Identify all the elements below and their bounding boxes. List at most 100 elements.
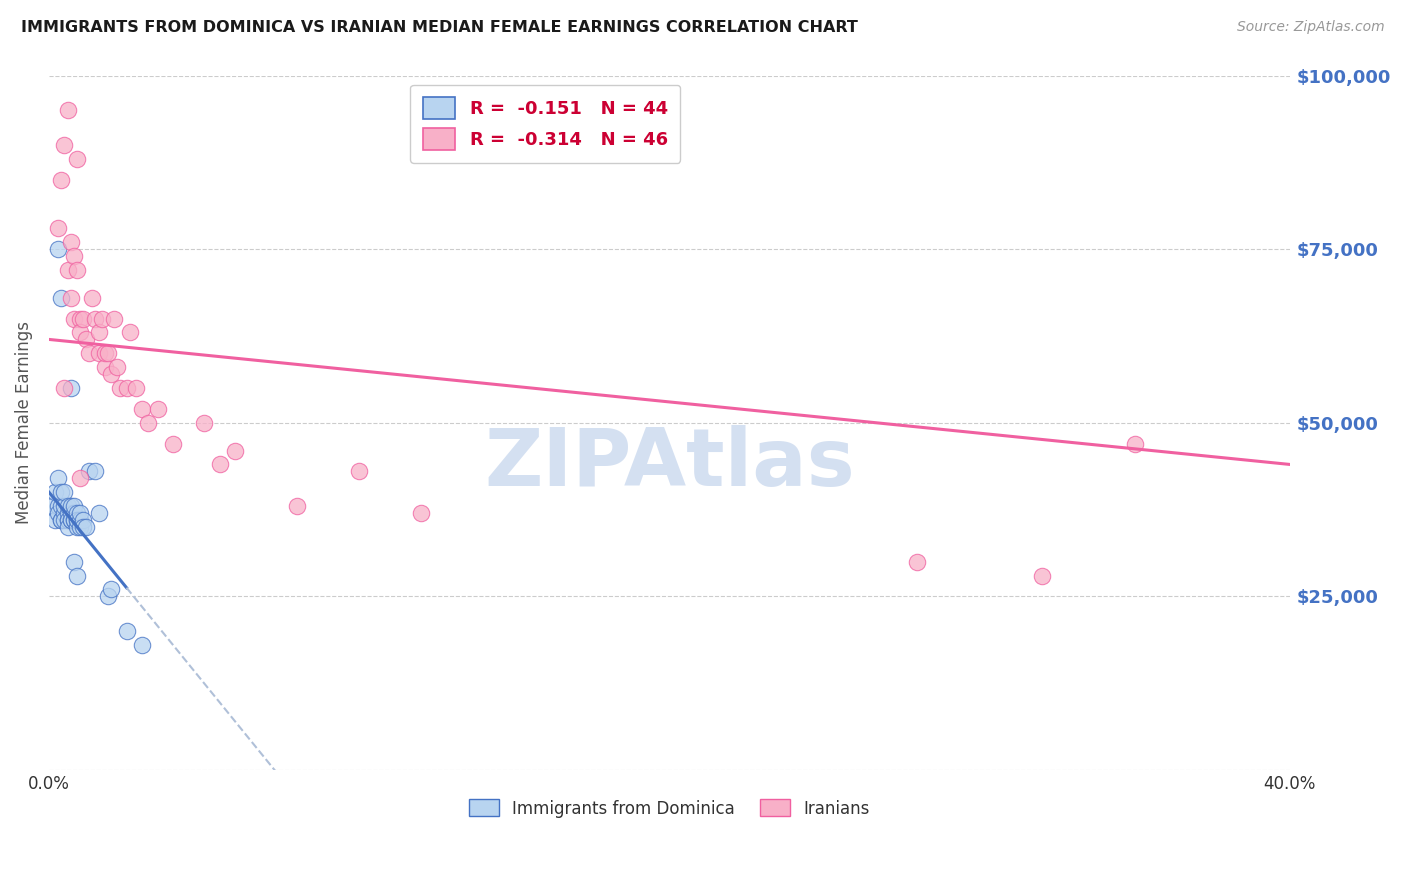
Point <box>53 138 76 153</box>
Point <box>62 249 84 263</box>
Point <box>62 555 84 569</box>
Point <box>87 326 110 340</box>
Point <box>82 291 104 305</box>
Point <box>103 311 125 326</box>
Point <box>87 506 110 520</box>
Point <box>66 513 89 527</box>
Text: ZIPAtlas: ZIPAtlas <box>484 425 855 503</box>
Point <box>84 464 107 478</box>
Point <box>97 346 120 360</box>
Point <box>90 311 112 326</box>
Point <box>118 326 141 340</box>
Point <box>411 506 433 520</box>
Point <box>53 499 76 513</box>
Point <box>66 506 89 520</box>
Legend: Immigrants from Dominica, Iranians: Immigrants from Dominica, Iranians <box>463 793 876 824</box>
Point <box>59 513 82 527</box>
Point <box>131 401 153 416</box>
Point <box>51 513 73 527</box>
Y-axis label: Median Female Earnings: Median Female Earnings <box>15 321 32 524</box>
Point <box>66 520 89 534</box>
Point <box>69 506 91 520</box>
Point <box>62 506 84 520</box>
Point <box>56 499 79 513</box>
Point <box>46 471 69 485</box>
Point <box>110 381 132 395</box>
Point <box>56 263 79 277</box>
Point <box>136 416 159 430</box>
Point <box>59 381 82 395</box>
Point <box>87 346 110 360</box>
Point <box>56 513 79 527</box>
Point <box>51 499 73 513</box>
Point <box>59 291 82 305</box>
Point <box>59 499 82 513</box>
Point <box>162 436 184 450</box>
Point <box>51 291 73 305</box>
Point <box>97 590 120 604</box>
Point <box>46 242 69 256</box>
Point <box>285 499 308 513</box>
Point <box>44 513 66 527</box>
Point <box>56 520 79 534</box>
Point <box>62 311 84 326</box>
Point <box>146 401 169 416</box>
Point <box>53 513 76 527</box>
Point <box>53 381 76 395</box>
Point <box>100 367 122 381</box>
Point <box>347 464 370 478</box>
Point <box>100 582 122 597</box>
Point <box>46 499 69 513</box>
Point <box>66 513 89 527</box>
Point <box>1031 568 1053 582</box>
Point <box>66 152 89 166</box>
Point <box>115 624 138 639</box>
Point <box>46 506 69 520</box>
Point <box>193 416 215 430</box>
Point <box>53 485 76 500</box>
Point <box>131 638 153 652</box>
Point <box>51 485 73 500</box>
Point <box>94 360 117 375</box>
Point <box>907 555 929 569</box>
Point <box>51 172 73 186</box>
Point <box>66 263 89 277</box>
Point <box>56 513 79 527</box>
Point <box>69 311 91 326</box>
Point <box>69 520 91 534</box>
Point <box>69 513 91 527</box>
Point <box>66 568 89 582</box>
Point <box>84 311 107 326</box>
Point <box>56 506 79 520</box>
Point <box>75 520 97 534</box>
Point <box>69 471 91 485</box>
Point <box>56 103 79 118</box>
Text: IMMIGRANTS FROM DOMINICA VS IRANIAN MEDIAN FEMALE EARNINGS CORRELATION CHART: IMMIGRANTS FROM DOMINICA VS IRANIAN MEDI… <box>21 20 858 35</box>
Point <box>94 346 117 360</box>
Point <box>62 513 84 527</box>
Point <box>72 520 94 534</box>
Point <box>208 458 231 472</box>
Point <box>75 333 97 347</box>
Point <box>125 381 148 395</box>
Point <box>53 506 76 520</box>
Point <box>62 499 84 513</box>
Point <box>59 506 82 520</box>
Point <box>224 443 246 458</box>
Point <box>69 326 91 340</box>
Point <box>59 235 82 250</box>
Point <box>1123 436 1146 450</box>
Point <box>79 346 101 360</box>
Point <box>72 513 94 527</box>
Point <box>51 513 73 527</box>
Point <box>62 513 84 527</box>
Text: Source: ZipAtlas.com: Source: ZipAtlas.com <box>1237 20 1385 34</box>
Point <box>72 311 94 326</box>
Point <box>105 360 128 375</box>
Point <box>44 485 66 500</box>
Point <box>115 381 138 395</box>
Point <box>41 499 63 513</box>
Point <box>46 221 69 235</box>
Point <box>59 513 82 527</box>
Point <box>79 464 101 478</box>
